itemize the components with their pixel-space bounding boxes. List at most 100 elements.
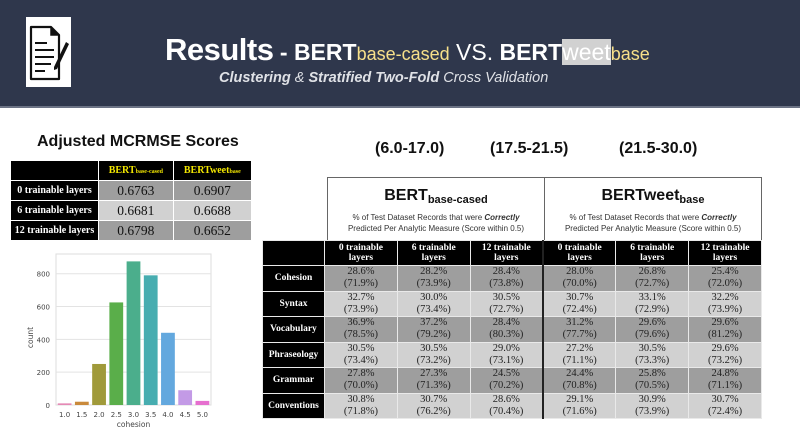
pct-within: (72.7%): [635, 278, 670, 290]
col-header-line: 12 trainable: [700, 243, 750, 253]
col-header: 6 trainable layers: [396, 240, 471, 266]
table-row: Conventions 30.8% (71.8%) 30.7% (76.2%) 28.6%…: [262, 392, 762, 419]
pct-exact: 25.8%: [638, 368, 666, 380]
title-dash: -: [273, 39, 294, 65]
col-name: BERTweet: [183, 165, 230, 176]
result-cell: 24.5% (70.2%): [469, 367, 544, 394]
col-header: 0 trainable layers: [324, 240, 398, 266]
table-row: Syntax 32.7% (73.9%) 30.0% (73.4%) 30.5% (72.7…: [262, 290, 762, 317]
result-cell: 28.4% (80.3%): [469, 316, 544, 343]
y-tick-label: 0: [46, 402, 50, 410]
title-results: Results: [165, 32, 274, 67]
pct-exact: 28.4%: [492, 266, 520, 278]
result-cell: 29.6% (73.2%): [688, 341, 762, 368]
result-cell: 27.2% (71.1%): [541, 341, 617, 368]
model-header-bertweet: BERTweetbase % of Test Dataset Records t…: [544, 178, 761, 240]
mcrmse-header-row: BERTbase-cased BERTweetbase: [10, 160, 253, 181]
subtitle-stratified: Stratified Two-Fold: [308, 70, 440, 86]
pct-exact: 26.8%: [638, 266, 666, 278]
result-cell: 28.6% (71.9%): [324, 265, 398, 292]
table-row: 12 trainable layers 0.6798 0.6652: [10, 220, 253, 241]
model-sub-text: base-cased: [427, 194, 488, 206]
pct-exact: 30.5%: [347, 342, 375, 354]
pct-within: (79.6%): [635, 329, 670, 341]
col-header: 0 trainable layers: [541, 240, 617, 266]
model-description: % of Test Dataset Records that were Corr…: [328, 212, 544, 234]
pct-exact: 28.0%: [566, 266, 594, 278]
x-tick-label: 4.5: [180, 411, 191, 419]
result-cell: 30.9% (73.9%): [615, 392, 690, 419]
pct-within: (73.4%): [416, 303, 451, 315]
title-banner: [0, 0, 800, 107]
result-cell: 33.1% (72.9%): [615, 290, 690, 317]
result-cell: 25.8% (70.5%): [615, 367, 690, 394]
result-cell: 27.3% (71.3%): [396, 367, 471, 394]
pct-within: (72.7%): [489, 303, 524, 315]
model-header-box: BERTbase-cased % of Test Dataset Records…: [327, 177, 762, 240]
y-tick-label: 400: [37, 336, 50, 344]
pct-exact: 29.1%: [566, 393, 594, 405]
col-header-line: 6 trainable: [411, 243, 456, 253]
col-header-line: 0 trainable: [557, 243, 602, 253]
results-corner: [262, 240, 325, 266]
desc-emphasis: Correctly: [484, 213, 520, 222]
result-cell: 36.9% (78.5%): [324, 316, 398, 343]
pct-within: (76.2%): [416, 405, 451, 417]
range-mid: (17.5-21.5): [490, 140, 569, 157]
x-tick-label: 3.5: [145, 411, 156, 419]
range-high: (21.5-30.0): [619, 140, 698, 157]
model-name-text: BERTweet: [601, 187, 680, 204]
histogram-bar: [109, 302, 124, 405]
title-model2-bold: BERT: [499, 39, 563, 65]
result-cell: 30.8% (71.8%): [324, 392, 398, 419]
pct-exact: 28.6%: [347, 266, 375, 278]
result-cell: 32.2% (73.9%): [688, 290, 762, 317]
score-cell: 0.6681: [98, 200, 174, 221]
pct-exact: 30.9%: [638, 393, 666, 405]
row-label: Grammar: [262, 367, 325, 394]
result-cell: 25.4% (72.0%): [688, 265, 762, 292]
table-row: Vocabulary 36.9% (78.5%) 37.2% (79.2%) 28.4%(…: [262, 316, 762, 343]
col-name: BERT: [108, 165, 136, 176]
pct-within: (70.8%): [562, 380, 597, 392]
pct-within: (71.1%): [562, 354, 597, 366]
row-label: 12 trainable layers: [10, 220, 99, 241]
histogram-bar: [195, 400, 210, 405]
x-tick-label: 5.0: [197, 411, 208, 419]
pct-within: (73.8%): [489, 278, 524, 290]
pct-within: (73.9%): [635, 405, 670, 417]
table-row: Phraseology 30.5% (73.4%) 30.5% (73.2%) 29.0%…: [262, 341, 762, 368]
mcrmse-col-bertweet: BERTweetbase: [172, 160, 253, 181]
score-cell: 0.6907: [172, 180, 253, 201]
range-low: (6.0-17.0): [375, 140, 445, 157]
pct-within: (73.9%): [416, 278, 451, 290]
pct-exact: 30.7%: [711, 393, 739, 405]
banner-divider: [0, 106, 800, 108]
score-cell: 0.6652: [172, 220, 253, 241]
model-name: BERTweetbase: [545, 187, 761, 206]
row-label: Cohesion: [262, 265, 325, 292]
col-header-line: layers: [348, 253, 374, 263]
document-edit-icon: [26, 17, 71, 87]
model-name: BERTbase-cased: [328, 187, 544, 206]
pct-within: (71.9%): [343, 278, 378, 290]
histogram-bar: [143, 275, 158, 405]
pct-exact: 29.6%: [711, 342, 739, 354]
col-header: 12 trainable layers: [688, 240, 762, 266]
col-sub: base-cased: [135, 169, 163, 175]
pct-within: (70.0%): [343, 380, 378, 392]
result-cell: 30.5% (73.4%): [324, 341, 398, 368]
result-cell: 24.8% (71.1%): [688, 367, 762, 394]
row-label: Phraseology: [262, 341, 325, 368]
col-header: 12 trainable layers: [469, 240, 544, 266]
y-tick-label: 600: [37, 304, 50, 312]
pct-within: (72.0%): [708, 278, 743, 290]
result-cell: 31.2% (77.7%): [541, 316, 617, 343]
model-description: % of Test Dataset Records that were Corr…: [545, 212, 761, 234]
pct-within: (73.2%): [416, 354, 451, 366]
pct-within: (77.7%): [562, 329, 597, 341]
model-header-bert: BERTbase-cased % of Test Dataset Records…: [328, 178, 544, 240]
pct-exact: 30.7%: [420, 393, 448, 405]
col-header-line: layers: [640, 253, 665, 263]
result-cell: 28.4% (73.8%): [469, 265, 544, 292]
